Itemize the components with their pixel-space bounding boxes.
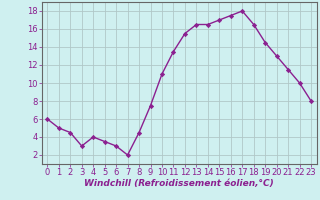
- X-axis label: Windchill (Refroidissement éolien,°C): Windchill (Refroidissement éolien,°C): [84, 179, 274, 188]
